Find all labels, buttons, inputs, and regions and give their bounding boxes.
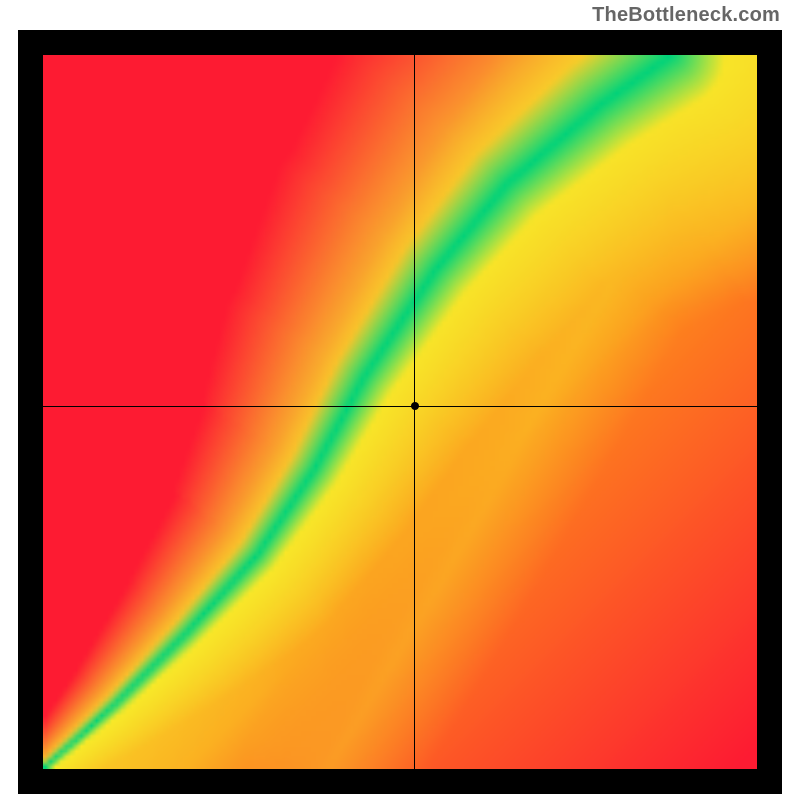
watermark-text: TheBottleneck.com — [592, 4, 780, 27]
crosshair-horizontal — [43, 406, 757, 407]
heatmap-area — [43, 55, 757, 769]
heatmap-canvas — [43, 55, 757, 769]
crosshair-vertical — [414, 55, 415, 769]
chart-container: TheBottleneck.com — [0, 0, 800, 800]
